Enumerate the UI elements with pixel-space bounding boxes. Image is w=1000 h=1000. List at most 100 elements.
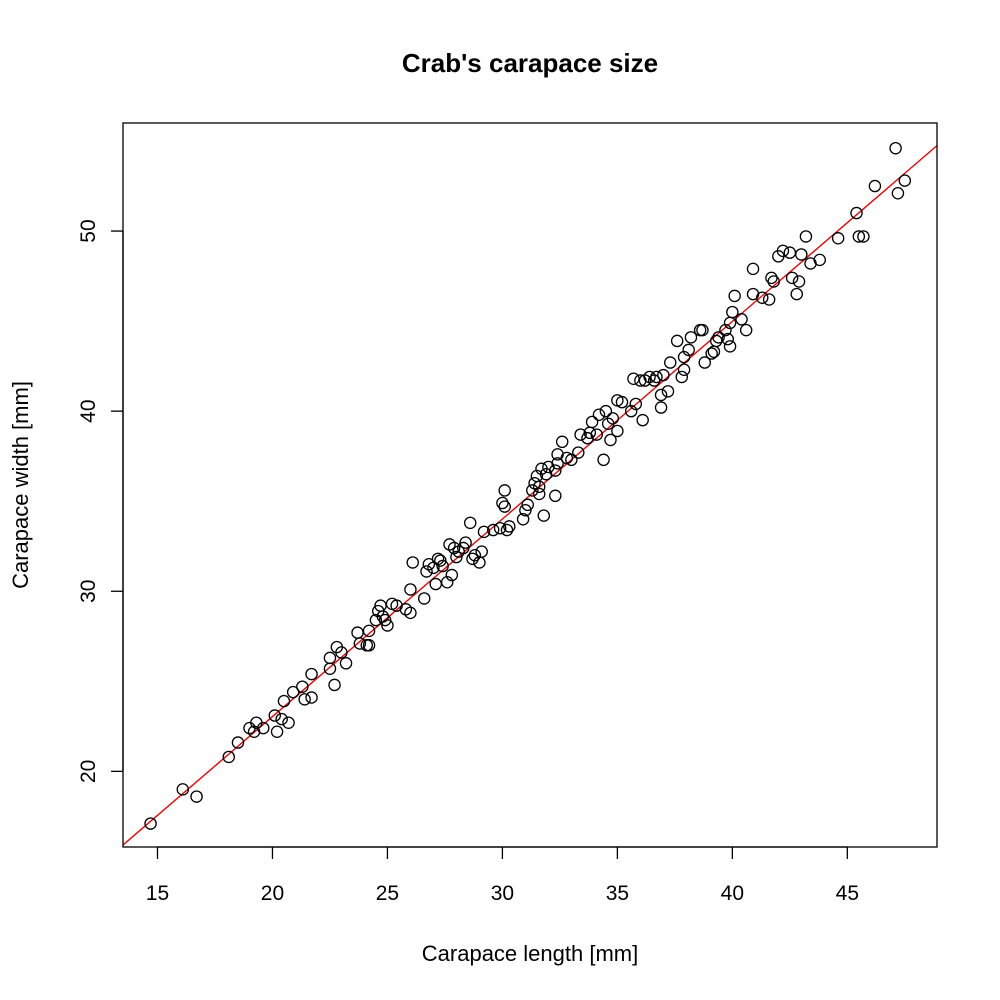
data-point (434, 554, 447, 567)
data-point (889, 141, 902, 155)
data-point (298, 693, 311, 706)
data-point (599, 404, 613, 418)
data-point (728, 289, 741, 303)
data-point (765, 271, 778, 285)
data-point (457, 541, 470, 555)
data-point (698, 356, 712, 369)
data-point (636, 413, 649, 427)
chart-title: Crab's carapace size (402, 48, 658, 78)
data-point (675, 370, 689, 384)
data-point (755, 291, 769, 304)
data-point (721, 332, 735, 346)
data-point (190, 790, 203, 803)
data-point (624, 404, 638, 418)
data-point (627, 372, 640, 385)
data-point (282, 716, 295, 729)
data-point (767, 275, 780, 288)
data-point (378, 613, 392, 627)
data-point (549, 464, 562, 477)
data-point (296, 680, 309, 693)
data-point (857, 230, 870, 243)
data-point (684, 331, 698, 344)
data-point (381, 619, 394, 632)
x-tick-label: 30 (491, 882, 514, 905)
data-point (677, 350, 691, 364)
data-point (450, 550, 463, 564)
data-point (799, 230, 813, 243)
data-point (606, 412, 620, 425)
data-point (431, 552, 445, 566)
data-point (783, 246, 797, 259)
data-point (503, 520, 516, 533)
data-point (406, 556, 419, 569)
data-point (746, 262, 760, 276)
data-point (654, 388, 668, 402)
data-point (898, 174, 912, 187)
data-point (353, 637, 367, 650)
x-tick-label: 20 (261, 882, 284, 905)
data-point (176, 783, 190, 796)
data-point (790, 287, 803, 301)
data-point (305, 667, 318, 681)
data-point (516, 512, 530, 526)
data-point (868, 179, 882, 193)
data-point (496, 496, 509, 510)
data-point (682, 343, 695, 357)
data-point (549, 489, 562, 503)
data-point (519, 503, 532, 517)
data-point (712, 331, 725, 344)
data-point (268, 709, 282, 722)
data-point (537, 509, 551, 522)
points-layer (144, 141, 912, 830)
data-point (459, 536, 472, 549)
y-axis-label: Carapace width [mm] (8, 381, 33, 589)
x-tick-label: 35 (606, 882, 629, 905)
data-point (369, 613, 383, 627)
data-point (719, 323, 732, 337)
data-point (404, 606, 417, 620)
data-point (477, 525, 491, 539)
data-point (305, 691, 318, 704)
data-point (555, 435, 569, 449)
data-point (500, 523, 514, 537)
data-point (661, 385, 675, 398)
data-point (705, 347, 718, 360)
data-point (565, 453, 578, 467)
data-point (696, 323, 709, 337)
data-point (351, 626, 364, 639)
data-point (498, 500, 511, 513)
data-point (650, 370, 663, 384)
y-tick-label: 50 (77, 219, 100, 242)
data-point (222, 750, 236, 764)
data-point (532, 480, 546, 494)
data-point (592, 408, 606, 422)
data-point (328, 678, 341, 692)
data-point (574, 428, 587, 441)
data-point (323, 662, 337, 675)
data-point (526, 484, 539, 497)
data-point (795, 248, 808, 261)
data-point (429, 577, 442, 591)
data-point (466, 552, 479, 566)
data-point (735, 313, 748, 326)
data-point (362, 639, 376, 652)
data-point (723, 340, 737, 353)
ticks-layer: 15 20 25 30 35 40 45 20 30 40 50 (77, 219, 859, 905)
data-point (831, 232, 845, 245)
data-point (551, 457, 564, 470)
data-point (792, 275, 806, 288)
data-point (493, 521, 507, 535)
data-point (604, 433, 617, 447)
data-point (486, 523, 500, 537)
data-point (852, 230, 866, 243)
data-point (762, 293, 776, 306)
y-tick-label: 20 (77, 760, 100, 783)
data-point (615, 395, 629, 409)
x-tick-label: 40 (721, 882, 744, 905)
data-point (475, 545, 488, 558)
data-point (275, 712, 288, 726)
data-point (657, 368, 670, 382)
data-point (144, 817, 157, 830)
